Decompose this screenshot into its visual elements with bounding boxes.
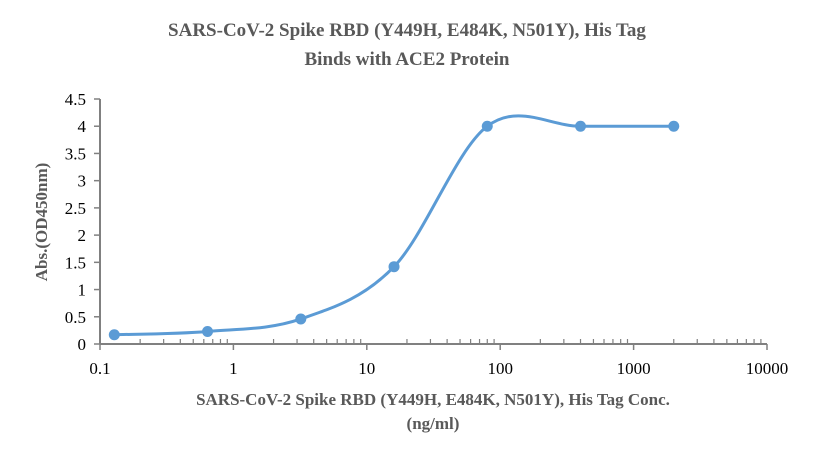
x-tick-label: 1	[229, 359, 238, 378]
y-tick-label: 4	[78, 117, 87, 136]
data-point	[481, 120, 493, 132]
y-tick-label: 4.5	[65, 90, 86, 109]
data-point	[202, 325, 214, 337]
y-tick-label: 2	[78, 226, 87, 245]
y-tick-label: 0.5	[65, 308, 86, 327]
x-axis-label-line-1: SARS-CoV-2 Spike RBD (Y449H, E484K, N501…	[196, 390, 670, 409]
chart-title-line-2: Binds with ACE2 Protein	[305, 49, 510, 70]
x-axis-label-line-2: (ng/ml)	[407, 414, 460, 433]
x-tick-label: 10000	[746, 359, 789, 378]
series-line	[114, 114, 674, 337]
data-point	[108, 329, 120, 341]
data-point	[388, 261, 400, 273]
y-tick-label: 3	[78, 172, 87, 191]
data-point	[668, 120, 680, 132]
y-tick-label: 2.5	[65, 199, 86, 218]
data-point	[575, 120, 587, 132]
x-tick-label: 1000	[617, 359, 651, 378]
y-tick-label: 3.5	[65, 144, 86, 163]
x-tick-label: 100	[487, 359, 513, 378]
y-axis-label: Abs.(OD450nm)	[32, 163, 51, 282]
y-tick-label: 0	[78, 335, 87, 354]
data-point	[295, 313, 307, 325]
x-tick-label: 10	[358, 359, 375, 378]
x-tick-label: 0.1	[89, 359, 110, 378]
y-tick-label: 1	[78, 281, 87, 300]
chart-title-line-1: SARS-CoV-2 Spike RBD (Y449H, E484K, N501…	[168, 20, 646, 41]
y-tick-label: 1.5	[65, 253, 86, 272]
